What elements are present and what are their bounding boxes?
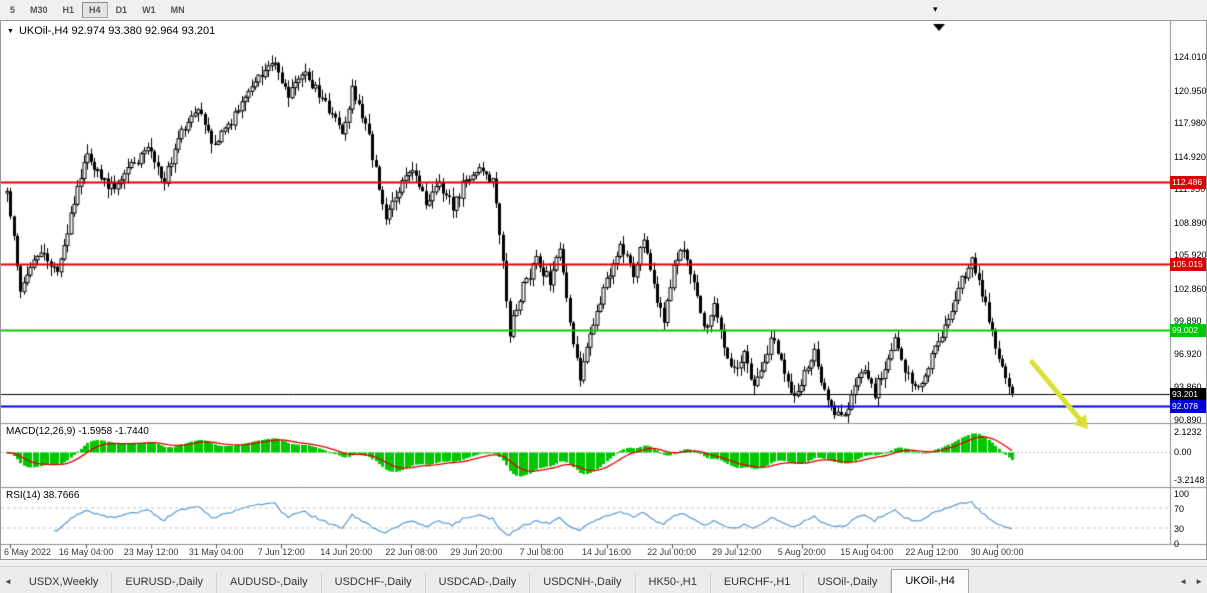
- tab-scroll-right-icon[interactable]: ►: [1195, 577, 1203, 586]
- time-axis-label: 7 Jul 08:00: [519, 547, 564, 557]
- macd-axis-label: -3.2148: [1174, 475, 1205, 485]
- price-axis-label: 120.950: [1174, 85, 1207, 96]
- time-axis-label: 29 Jul 12:00: [712, 547, 762, 557]
- timeframe-button-h4[interactable]: H4: [82, 2, 108, 18]
- tab-usoil-daily[interactable]: USOil-,Daily: [804, 572, 892, 593]
- chart-window[interactable]: ▼ UKOil-,H4 92.974 93.380 92.964 93.201 …: [0, 20, 1207, 560]
- timeframe-button-m30[interactable]: M30: [23, 2, 55, 18]
- price-axis-label: 117.980: [1174, 118, 1206, 129]
- price-axis-label: 105.920: [1174, 250, 1207, 261]
- time-axis-label: 6 May 2022: [4, 547, 52, 557]
- tab-usdcnh-daily[interactable]: USDCNH-,Daily: [530, 572, 636, 593]
- time-axis-label: 22 Jul 00:00: [647, 547, 697, 557]
- toolbar-marker-icon[interactable]: ▾: [933, 4, 938, 14]
- tab-scroll-left-icon[interactable]: ◄: [4, 577, 12, 586]
- rsi-axis-label: 100: [1174, 489, 1190, 499]
- time-axis-label: 5 Aug 20:00: [777, 547, 826, 557]
- tab-usdchf-daily[interactable]: USDCHF-,Daily: [322, 572, 426, 593]
- price-tag-112-486: 112.486: [1170, 176, 1206, 190]
- timeframe-button-w1[interactable]: W1: [135, 2, 163, 18]
- macd-label: MACD(12,26,9) -1.5958 -1.7440: [6, 426, 149, 437]
- chart-title: ▼ UKOil-,H4 92.974 93.380 92.964 93.201: [7, 25, 215, 37]
- chart-title-text: UKOil-,H4 92.974 93.380 92.964 93.201: [18, 25, 216, 37]
- time-axis-label: 7 Jun 12:00: [257, 547, 305, 557]
- time-axis-label: 14 Jul 16:00: [582, 547, 632, 557]
- timeframe-button-mn[interactable]: MN: [164, 2, 192, 18]
- price-tag-93-201: 93.201: [1170, 387, 1206, 401]
- macd-axis-label: 2.1232: [1174, 427, 1202, 437]
- timeframe-toolbar: 5 M30 H1 H4 D1 W1 MN ▾: [0, 0, 1207, 20]
- time-axis-label: 22 Aug 12:00: [905, 547, 959, 557]
- price-axis-label: 114.920: [1174, 151, 1206, 162]
- price-axis-label: 90.890: [1174, 414, 1202, 425]
- price-axis-label: 99.890: [1174, 316, 1202, 327]
- chart-tabbar: ◄ USDX,Weekly EURUSD-,Daily AUDUSD-,Daily U…: [0, 566, 1207, 593]
- price-axis-label: 102.860: [1174, 283, 1207, 294]
- time-axis-label: 29 Jun 20:00: [450, 547, 503, 557]
- tab-usdx-weekly[interactable]: USDX,Weekly: [16, 572, 113, 593]
- price-tag-99-002: 99.002: [1170, 324, 1206, 337]
- price-tag-105-015: 105.015: [1170, 258, 1206, 272]
- rsi-label: RSI(14) 38.7666: [6, 490, 80, 501]
- tab-hk50-h1[interactable]: HK50-,H1: [636, 572, 711, 593]
- time-axis-label: 31 May 04:00: [188, 547, 244, 557]
- time-axis-label: 30 Aug 00:00: [970, 547, 1024, 557]
- time-axis-label: 23 May 12:00: [123, 547, 179, 557]
- tab-scroll-left-end-icon[interactable]: ◄: [1179, 577, 1188, 586]
- rsi-axis-label: 30: [1174, 524, 1185, 534]
- price-axis-label: 96.920: [1174, 348, 1202, 359]
- price-axis-label: 93.860: [1174, 382, 1202, 392]
- timeframe-button-d1[interactable]: D1: [109, 2, 135, 18]
- macd-axis-label: 0.00: [1174, 447, 1192, 457]
- price-tag-92-078: 92.078: [1170, 399, 1206, 413]
- time-axis-label: 16 May 04:00: [58, 547, 114, 557]
- chart-dropdown-icon: ▼: [7, 27, 14, 35]
- chart-canvas[interactable]: [1, 21, 1206, 559]
- timeframe-button-h1[interactable]: H1: [56, 2, 82, 18]
- tab-audusd-daily[interactable]: AUDUSD-,Daily: [217, 572, 322, 593]
- rsi-axis-label: 70: [1174, 504, 1185, 514]
- tab-eurchf-h1[interactable]: EURCHF-,H1: [711, 572, 805, 593]
- price-axis-label: 124.010: [1174, 52, 1207, 62]
- time-axis-label: 14 Jun 20:00: [320, 547, 373, 557]
- chart-tabs: USDX,Weekly EURUSD-,Daily AUDUSD-,Daily USD…: [16, 567, 969, 593]
- time-axis-label: 15 Aug 04:00: [840, 547, 894, 557]
- timeframe-button-5[interactable]: 5: [3, 2, 22, 18]
- tab-usdcad-daily[interactable]: USDCAD-,Daily: [426, 572, 531, 593]
- time-axis-label: 22 Jun 08:00: [385, 547, 438, 557]
- tab-ukoil-h4[interactable]: UKOil-,H4: [891, 569, 969, 593]
- rsi-axis-label: 0: [1174, 539, 1180, 549]
- tab-eurusd-daily[interactable]: EURUSD-,Daily: [112, 572, 218, 593]
- price-axis-label: 108.890: [1174, 217, 1207, 228]
